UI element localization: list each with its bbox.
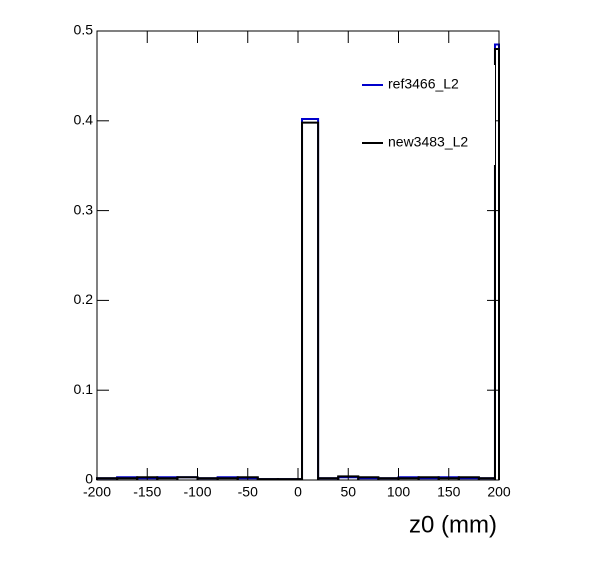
histogram-bin (301, 121, 320, 480)
y-tick-label: 0 (85, 471, 93, 487)
legend-box (358, 65, 495, 165)
x-tick-label: -150 (133, 484, 161, 500)
y-tick-label: 0.1 (74, 381, 94, 397)
x-tick-label: -100 (183, 484, 211, 500)
x-tick-label: 200 (487, 484, 511, 500)
y-tick-label: 0.4 (74, 112, 94, 128)
x-tick-label: 50 (340, 484, 356, 500)
x-tick-label: -50 (238, 484, 258, 500)
x-tick-label: 150 (437, 484, 461, 500)
y-tick-label: 0.2 (74, 291, 94, 307)
x-tick-label: 0 (294, 484, 302, 500)
x-tick-label: 100 (387, 484, 411, 500)
y-tick-label: 0.3 (74, 201, 94, 217)
y-tick-label: 0.5 (74, 22, 94, 38)
legend-label: new3483_L2 (388, 134, 468, 150)
x-tick-label: -200 (83, 484, 111, 500)
legend-label: ref3466_L2 (388, 76, 459, 92)
x-axis-label: z0 (mm) (409, 511, 497, 538)
